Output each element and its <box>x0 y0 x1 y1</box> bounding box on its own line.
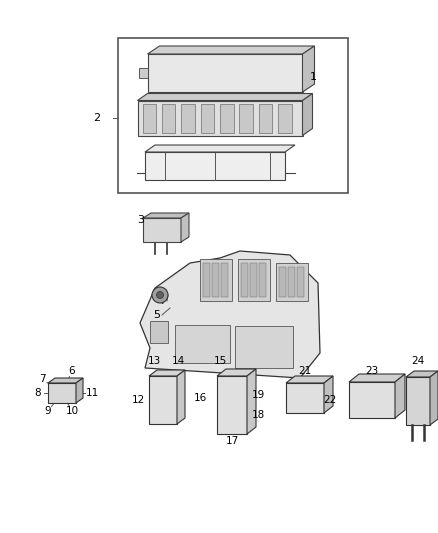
Text: 18: 18 <box>251 410 265 420</box>
Bar <box>250 263 257 297</box>
Text: 23: 23 <box>365 366 378 376</box>
Text: 6: 6 <box>69 366 75 376</box>
Bar <box>220 103 233 133</box>
Polygon shape <box>349 382 395 418</box>
Bar <box>175 325 230 363</box>
Polygon shape <box>406 371 438 377</box>
Bar <box>181 103 195 133</box>
Bar <box>288 267 295 297</box>
Bar <box>278 103 292 133</box>
Bar <box>276 263 308 301</box>
Polygon shape <box>48 383 76 403</box>
Polygon shape <box>140 251 320 378</box>
Polygon shape <box>148 54 303 92</box>
Text: 12: 12 <box>131 395 145 405</box>
Text: 16: 16 <box>193 393 207 403</box>
Text: 5: 5 <box>153 310 160 320</box>
Polygon shape <box>395 374 405 418</box>
Circle shape <box>152 287 168 303</box>
Bar <box>235 326 293 368</box>
Bar <box>259 103 272 133</box>
Polygon shape <box>76 378 83 403</box>
Polygon shape <box>430 371 438 425</box>
Polygon shape <box>143 218 181 242</box>
Bar <box>203 263 210 297</box>
Bar <box>297 267 304 297</box>
Polygon shape <box>143 213 189 218</box>
Text: 17: 17 <box>226 436 239 446</box>
Polygon shape <box>247 369 256 434</box>
Text: 19: 19 <box>251 390 265 400</box>
Bar <box>142 103 156 133</box>
Bar <box>138 68 148 78</box>
Polygon shape <box>217 369 256 376</box>
Text: 9: 9 <box>45 406 51 416</box>
Bar <box>200 259 232 301</box>
Text: 10: 10 <box>65 406 78 416</box>
Polygon shape <box>145 152 285 180</box>
Polygon shape <box>217 376 247 434</box>
Text: 2: 2 <box>93 113 100 123</box>
Polygon shape <box>149 370 185 376</box>
Polygon shape <box>324 376 333 413</box>
Circle shape <box>156 292 163 298</box>
Bar <box>240 103 253 133</box>
Bar <box>241 263 248 297</box>
Polygon shape <box>303 93 312 135</box>
Text: 11: 11 <box>85 388 99 398</box>
Text: 3: 3 <box>137 215 144 225</box>
Bar <box>212 263 219 297</box>
Polygon shape <box>138 101 303 135</box>
Bar <box>279 267 286 297</box>
Polygon shape <box>349 374 405 382</box>
Text: 24: 24 <box>411 356 424 366</box>
Polygon shape <box>145 145 295 152</box>
Text: 15: 15 <box>213 356 226 366</box>
Text: 14: 14 <box>171 356 185 366</box>
Bar <box>238 259 270 301</box>
Polygon shape <box>177 370 185 424</box>
Bar <box>221 263 228 297</box>
Text: 22: 22 <box>323 395 337 405</box>
Polygon shape <box>286 376 333 383</box>
Polygon shape <box>303 46 314 92</box>
Polygon shape <box>148 46 314 54</box>
Text: 1: 1 <box>310 72 317 82</box>
Polygon shape <box>406 377 430 425</box>
Bar <box>118 38 348 193</box>
Polygon shape <box>181 213 189 242</box>
Text: 7: 7 <box>39 374 45 384</box>
Bar <box>150 321 168 343</box>
Bar <box>162 103 176 133</box>
Bar <box>201 103 214 133</box>
Polygon shape <box>48 378 83 383</box>
Polygon shape <box>286 383 324 413</box>
Text: 4: 4 <box>158 296 165 306</box>
Polygon shape <box>149 376 177 424</box>
Bar <box>259 263 266 297</box>
Text: 13: 13 <box>147 356 161 366</box>
Text: 21: 21 <box>298 366 311 376</box>
Text: 8: 8 <box>35 388 41 398</box>
Polygon shape <box>138 93 312 101</box>
